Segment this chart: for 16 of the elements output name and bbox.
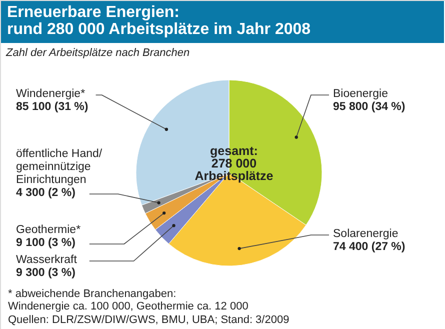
- data-label: 4 300 (2 %): [16, 187, 76, 199]
- slice-label: Geothermie*: [16, 224, 82, 236]
- slice-label: Bioenergie: [333, 88, 388, 100]
- data-label: 9 300 (3 %): [16, 267, 76, 279]
- data-label: 85 100 (31 %): [16, 101, 88, 113]
- slice-label: Solarenergie: [333, 228, 398, 240]
- slice-label: Wasserkraft: [16, 254, 78, 266]
- text: * abweichende Branchenangaben: Windenergie ca. 100 000, Geothermie ca. 12 000: [8, 288, 248, 312]
- source-note: Quellen: DLR/ZSW/DIW/GWS, BMU, UBA; Stand: 3/2009: [8, 314, 290, 326]
- data-label: 74 400 (27 %): [333, 241, 406, 253]
- chart-title: Erneuerbare Energien: rund 280 000 Arbeitsplätze im Jahr 2008: [7, 4, 311, 38]
- slice-label: öffentliche Hand/ gemeinnützige Einrichtungen: [16, 148, 103, 186]
- chart-subtitle: Zahl der Arbeitsplätze nach Branchen: [5, 47, 190, 59]
- slice-label: Windenergie*: [16, 88, 86, 100]
- data-label: 95 800 (34 %): [333, 101, 406, 113]
- data-label: 9 100 (3 %): [16, 237, 76, 249]
